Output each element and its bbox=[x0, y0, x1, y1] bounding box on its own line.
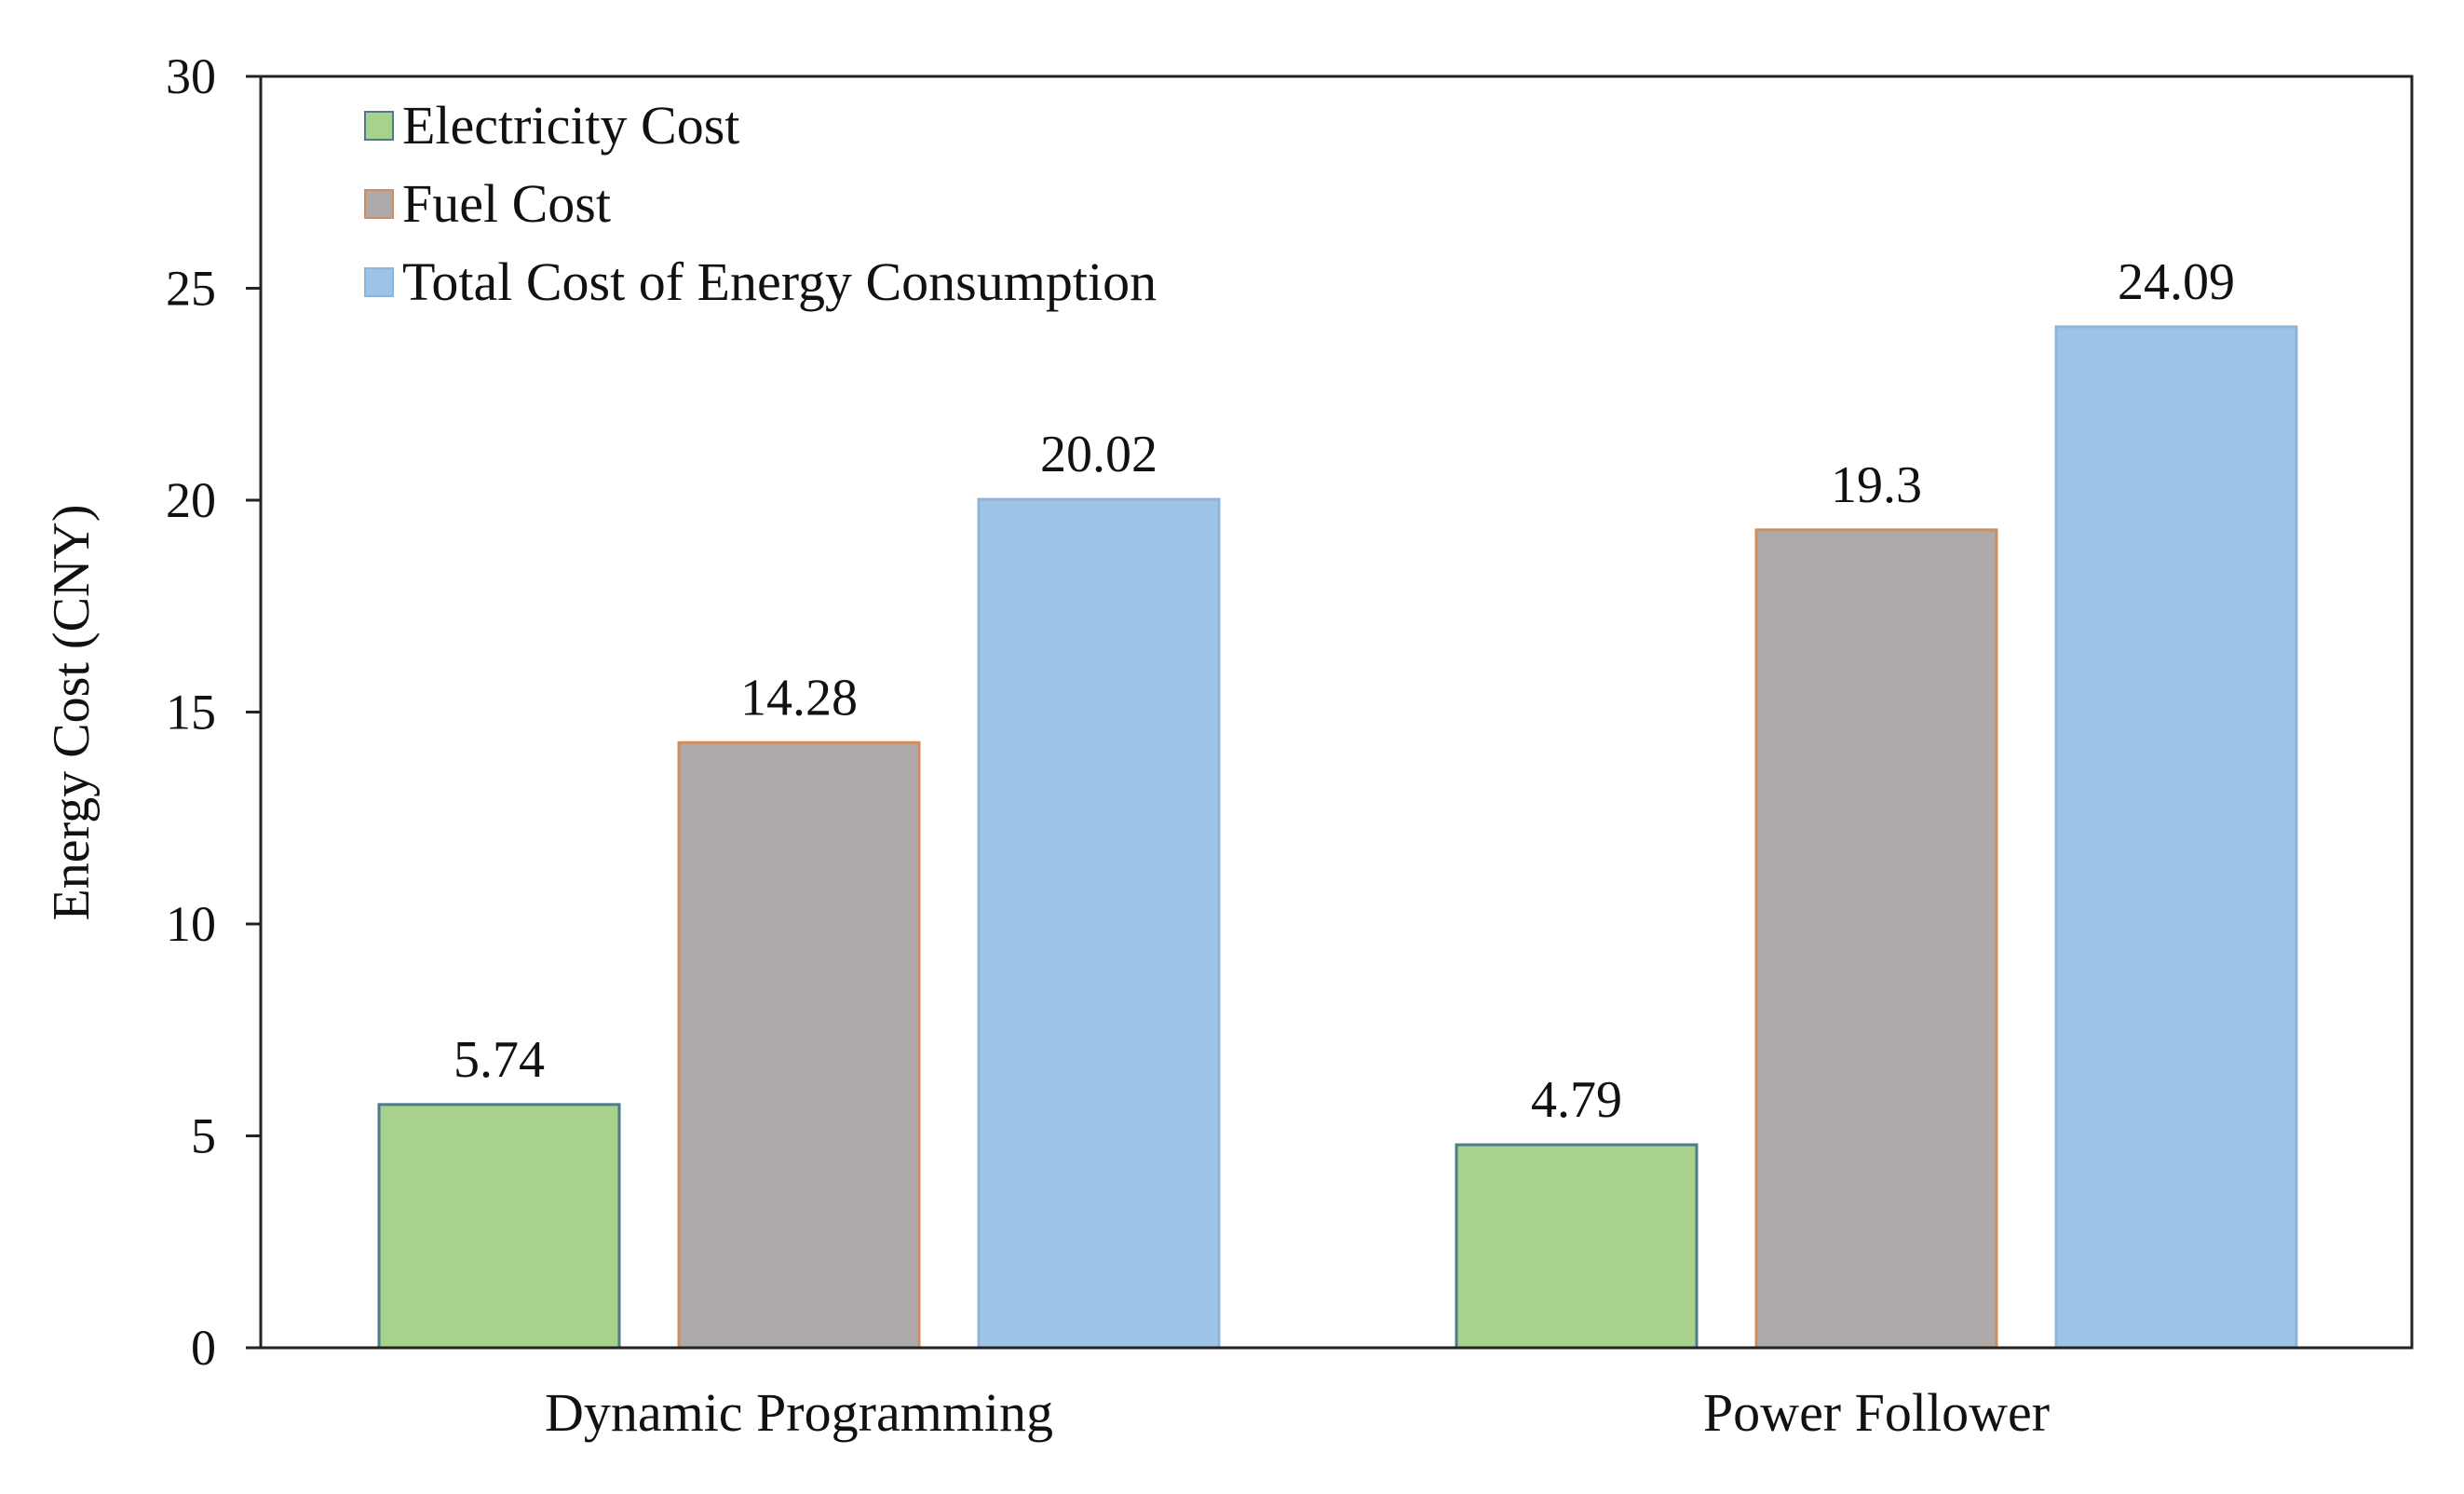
x-axis-category-labels: Dynamic Programming Power Follower bbox=[545, 1382, 2050, 1443]
bar-fuel-cost bbox=[1754, 528, 1998, 1350]
legend-label: Total Cost of Energy Consumption bbox=[402, 251, 1157, 312]
legend-swatch bbox=[364, 111, 394, 141]
bar-total-cost-of-energy-consumption bbox=[2054, 325, 2298, 1350]
bar-fuel-cost bbox=[677, 740, 921, 1350]
data-label: 14.28 bbox=[740, 669, 858, 727]
data-label: 5.74 bbox=[454, 1031, 545, 1089]
category-label: Power Follower bbox=[1703, 1382, 2050, 1443]
y-tick-label: 30 bbox=[166, 48, 216, 104]
data-label: 24.09 bbox=[2118, 253, 2235, 311]
data-label: 19.3 bbox=[1831, 456, 1922, 514]
y-tick-label: 10 bbox=[166, 896, 216, 952]
plot-frame bbox=[259, 75, 2414, 1350]
bar-electricity-cost bbox=[377, 1103, 621, 1350]
y-tick-label: 0 bbox=[191, 1320, 216, 1376]
bars bbox=[377, 325, 2298, 1350]
legend-label: Fuel Cost bbox=[402, 173, 611, 234]
y-axis-title: Energy Cost (CNY) bbox=[43, 505, 101, 921]
data-labels: 5.74 14.28 20.02 4.79 19.3 24.09 bbox=[261, 253, 2412, 1350]
bar-electricity-cost bbox=[1455, 1143, 1699, 1350]
data-label: 4.79 bbox=[1531, 1071, 1622, 1129]
y-tick-label: 15 bbox=[166, 685, 216, 740]
legend-swatch bbox=[364, 267, 394, 297]
y-tick-label: 20 bbox=[166, 472, 216, 528]
bar-total-cost-of-energy-consumption bbox=[977, 497, 1221, 1350]
data-label: 20.02 bbox=[1040, 426, 1158, 483]
legend-swatch bbox=[364, 189, 394, 219]
y-axis-ticks: 0 5 10 15 20 25 30 bbox=[166, 48, 261, 1376]
legend: Electricity Cost Fuel Cost Total Cost of E… bbox=[364, 95, 1157, 312]
category-label: Dynamic Programming bbox=[545, 1382, 1053, 1443]
legend-label: Electricity Cost bbox=[402, 95, 739, 156]
y-tick-label: 5 bbox=[191, 1108, 216, 1164]
y-tick-label: 25 bbox=[166, 261, 216, 317]
